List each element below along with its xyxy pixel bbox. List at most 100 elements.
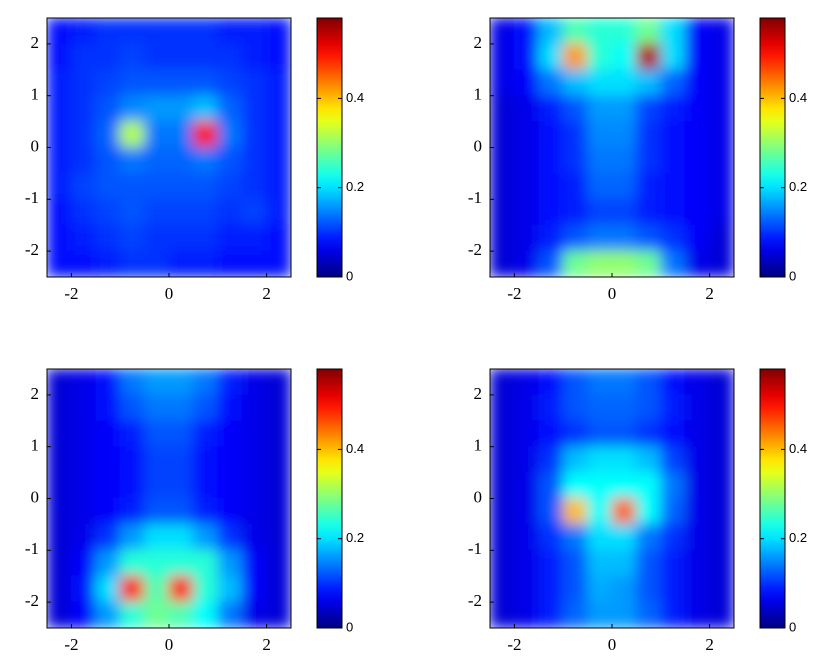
- heat-cell: [144, 420, 170, 448]
- heat-cell: [660, 601, 686, 628]
- heat-cell: [611, 224, 637, 252]
- colorbar-tick-label: 0.4: [789, 90, 807, 105]
- heat-cell: [490, 43, 515, 71]
- heat-cell: [611, 575, 637, 603]
- heat-cell: [709, 446, 734, 474]
- y-tick-label: 2: [31, 384, 40, 403]
- colorbar-tick-label: 0.4: [789, 441, 807, 456]
- heat-cell: [119, 446, 146, 474]
- heat-cell: [144, 394, 170, 422]
- heat-cell: [538, 549, 564, 577]
- heat-cell: [70, 121, 97, 148]
- heat-cell: [168, 420, 194, 448]
- colorbar: [316, 17, 343, 278]
- heat-cell: [490, 601, 515, 628]
- heat-cell: [490, 523, 515, 551]
- heat-cell: [119, 224, 146, 252]
- heat-cell: [562, 575, 589, 603]
- heat-cell: [266, 394, 291, 422]
- heat-cell: [611, 95, 637, 123]
- heat-cell: [684, 69, 711, 97]
- heat-cell: [168, 369, 194, 396]
- heat-cell: [144, 601, 170, 628]
- heat-cell: [70, 43, 97, 71]
- colorbar-tick-label: 0: [789, 268, 796, 283]
- heat-cell: [562, 69, 589, 97]
- heat-cell: [47, 198, 72, 226]
- heat-cell: [95, 18, 121, 45]
- heat-cell: [635, 224, 662, 252]
- heat-cell: [562, 369, 589, 396]
- y-tick-label: 0: [31, 487, 40, 506]
- heat-cell: [562, 498, 589, 525]
- colorbar: [316, 368, 343, 629]
- heat-cell: [217, 446, 243, 474]
- heat-cell: [587, 95, 613, 123]
- heat-cell: [168, 446, 194, 474]
- heat-cell: [513, 43, 540, 71]
- heat-cell: [95, 420, 121, 448]
- heat-cell: [47, 420, 72, 448]
- heat-cell: [538, 147, 564, 174]
- colorbar-tick-label: 0.4: [346, 441, 364, 456]
- heat-cell: [611, 498, 637, 525]
- heat-cell: [709, 198, 734, 226]
- heat-cell: [70, 472, 97, 499]
- heat-cell: [490, 250, 515, 277]
- heat-cell: [95, 472, 121, 499]
- heat-cell: [562, 394, 589, 422]
- heat-cell: [95, 198, 121, 226]
- heat-cell: [192, 69, 219, 97]
- heat-cell: [144, 446, 170, 474]
- heat-cell: [266, 121, 291, 148]
- heat-cell: [217, 198, 243, 226]
- heat-cell: [47, 523, 72, 551]
- heat-cell: [192, 198, 219, 226]
- heat-cell: [217, 575, 243, 603]
- heat-cell: [47, 601, 72, 628]
- x-tick-label: 2: [705, 635, 714, 654]
- heat-cell: [635, 446, 662, 474]
- heat-cell: [241, 446, 268, 474]
- heat-cell: [635, 601, 662, 628]
- heat-cell: [611, 420, 637, 448]
- heat-cell: [587, 498, 613, 525]
- heat-cell: [119, 95, 146, 123]
- heat-cell: [635, 198, 662, 226]
- heatmap-panel: [490, 18, 734, 277]
- heat-cell: [538, 198, 564, 226]
- heat-cell: [119, 498, 146, 525]
- heat-cell: [635, 147, 662, 174]
- y-tick-label: -1: [25, 539, 39, 558]
- heat-cell: [635, 43, 662, 71]
- heat-cell: [168, 549, 194, 577]
- colorbar: [759, 17, 786, 278]
- heat-cell: [119, 394, 146, 422]
- heat-cell: [144, 224, 170, 252]
- heat-cell: [587, 250, 613, 277]
- heat-cell: [684, 198, 711, 226]
- heat-cell: [217, 549, 243, 577]
- heat-cell: [587, 420, 613, 448]
- heat-cell: [587, 601, 613, 628]
- heat-cell: [266, 601, 291, 628]
- heat-cell: [192, 172, 219, 200]
- heat-cell: [266, 147, 291, 174]
- y-tick-label: 1: [31, 436, 40, 455]
- heat-cell: [70, 523, 97, 551]
- heat-cell: [709, 95, 734, 123]
- heat-cell: [635, 250, 662, 277]
- heat-cell: [70, 224, 97, 252]
- heat-cell: [490, 198, 515, 226]
- heatmap-cells: [490, 369, 734, 628]
- heat-cell: [611, 446, 637, 474]
- heatmap-panel: [47, 18, 291, 277]
- heat-cell: [266, 250, 291, 277]
- heat-cell: [144, 18, 170, 45]
- heat-cell: [70, 147, 97, 174]
- heat-cell: [684, 147, 711, 174]
- heat-cell: [538, 95, 564, 123]
- heat-cell: [168, 472, 194, 499]
- heat-cell: [47, 18, 72, 45]
- heat-cell: [192, 446, 219, 474]
